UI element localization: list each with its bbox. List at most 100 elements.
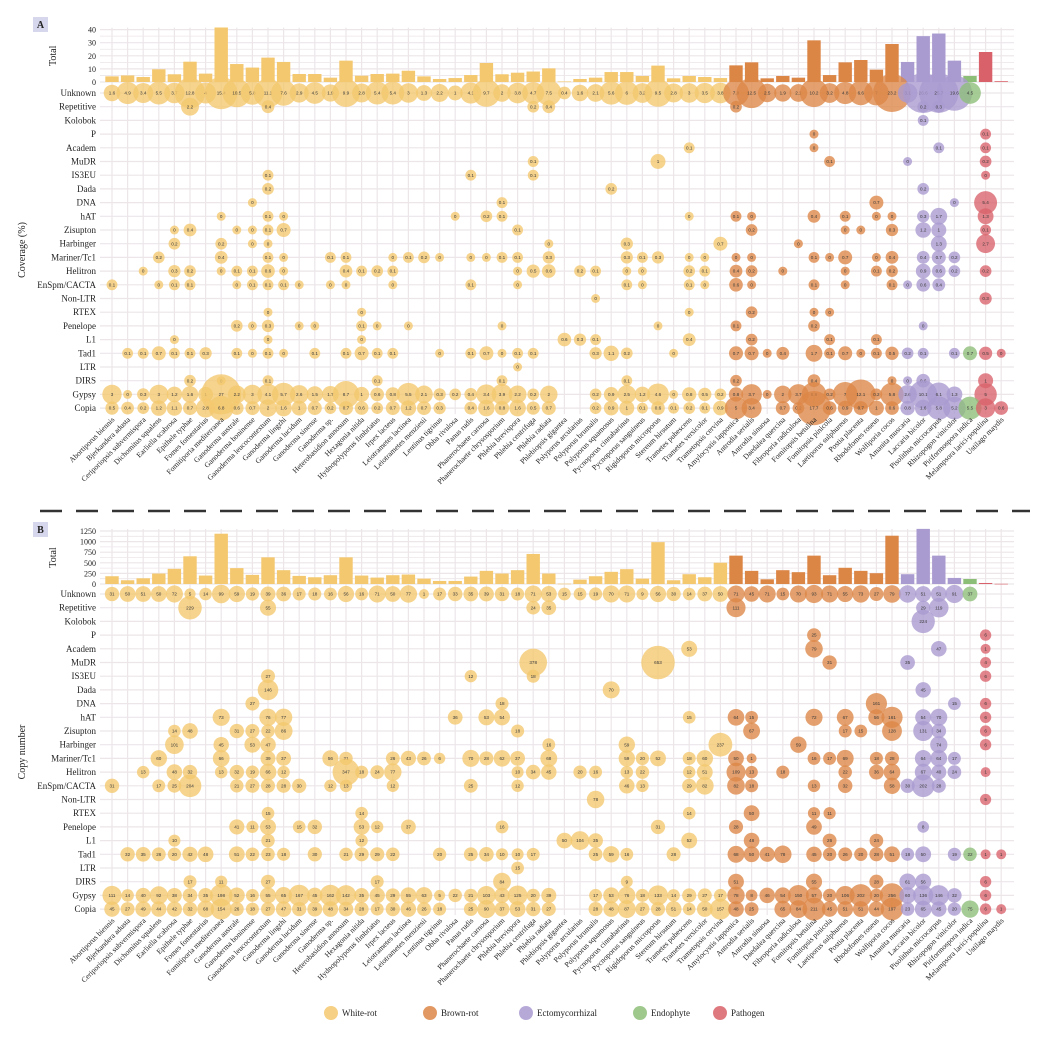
- bubble: [603, 387, 619, 402]
- bubble-value-label: 0.7: [156, 351, 163, 356]
- bubble-value-label: 0.1: [530, 351, 537, 356]
- total-bar: [292, 575, 306, 584]
- bubble-value-label: 0.3: [171, 269, 178, 274]
- bubble-value-label: 0.2: [686, 406, 693, 411]
- bubble-value-label: 0: [766, 392, 769, 397]
- bubble: [840, 280, 850, 290]
- bubble-value-label: 5: [984, 392, 987, 397]
- bubble: [804, 584, 824, 604]
- bubble: [948, 265, 961, 277]
- panel-b: B025050075010001250UnknownRepetitiveKolo…: [17, 522, 1014, 987]
- bubble: [979, 292, 992, 305]
- total-bar: [276, 570, 291, 584]
- bubble-value-label: 27: [546, 907, 552, 912]
- bubble: [948, 347, 960, 359]
- bubble: [837, 400, 853, 416]
- bubble-value-label: 0.6: [920, 282, 927, 287]
- bubble-value-label: 198: [217, 893, 225, 898]
- bubble-value-label: 51: [733, 879, 739, 884]
- bubble-value-label: 1.2: [156, 406, 163, 411]
- bubble: [247, 321, 257, 331]
- bubble-value-label: 5: [189, 592, 192, 597]
- bubble-value-label: 5.8: [889, 392, 896, 397]
- bubble-value-label: 17: [156, 783, 162, 788]
- row-label: Harbinger: [60, 740, 96, 750]
- bubble-value-label: 0.9: [717, 406, 724, 411]
- bubble: [917, 210, 930, 223]
- bubble: [743, 805, 760, 822]
- bubble: [354, 386, 370, 402]
- bubble: [644, 79, 672, 107]
- bubble: [511, 766, 524, 779]
- bubble: [664, 83, 684, 103]
- bubble: [174, 77, 206, 109]
- bubble-value-label: 0: [158, 282, 161, 287]
- bubble: [116, 81, 139, 105]
- total-bar: [994, 583, 1008, 585]
- bubble: [211, 584, 231, 604]
- bubble: [322, 901, 339, 917]
- bubble-value-label: 71: [375, 592, 381, 597]
- bubble-value-label: 14: [125, 893, 131, 898]
- bubble-value-label: 44: [156, 907, 162, 912]
- bubble: [102, 384, 122, 405]
- bubble-value-label: 48: [609, 907, 615, 912]
- bubble: [901, 847, 915, 861]
- total-bar: [183, 61, 197, 82]
- total-bar: [838, 567, 852, 584]
- bubble-value-label: 1.3: [936, 241, 943, 246]
- total-bar: [791, 77, 806, 82]
- bubble-value-label: 0.5: [109, 406, 116, 411]
- bubble-value-label: 16: [499, 825, 505, 830]
- bubble: [898, 585, 917, 603]
- bubble: [849, 884, 873, 907]
- bubble: [868, 400, 884, 416]
- total-bar: [339, 60, 353, 82]
- bubble: [230, 320, 243, 332]
- bubble: [853, 401, 868, 416]
- row-label: DIRS: [75, 877, 96, 887]
- bubble-value-label: 0: [392, 255, 395, 260]
- bubble-value-label: 2.5: [624, 392, 631, 397]
- row-label: Mariner/Tc1: [51, 753, 96, 763]
- total-bar: [198, 73, 213, 82]
- bubble: [230, 779, 244, 793]
- bubble: [229, 902, 244, 917]
- bar-y-tick-label: 20: [88, 52, 96, 61]
- bubble: [996, 348, 1006, 358]
- bubble-value-label: 54: [780, 893, 786, 898]
- total-bar: [261, 557, 275, 584]
- bubble-value-label: 0.1: [811, 255, 818, 260]
- bubble-value-label: 0.2: [218, 241, 225, 246]
- bubble-value-label: 65: [921, 907, 927, 912]
- bubble: [527, 169, 539, 181]
- bubble-value-label: 224: [919, 619, 927, 624]
- total-bar: [807, 555, 821, 584]
- bubble: [464, 888, 478, 903]
- bubble: [776, 346, 790, 360]
- bubble: [369, 887, 385, 904]
- bubble-value-label: 0.1: [187, 351, 194, 356]
- bubble-value-label: 146: [264, 688, 272, 693]
- bubble-value-label: 15: [687, 715, 693, 720]
- row-label: Zisupton: [64, 726, 97, 736]
- bubble-value-label: 63: [421, 893, 427, 898]
- bubble-value-label: 28: [889, 756, 895, 761]
- bubble-value-label: 0.7: [358, 351, 365, 356]
- bubble: [650, 750, 666, 767]
- bubble: [683, 402, 696, 414]
- bubble-value-label: 86: [281, 729, 287, 734]
- bubble-value-label: 25: [172, 783, 178, 788]
- bubble: [462, 749, 480, 767]
- bubble: [899, 887, 916, 904]
- bubble: [636, 251, 648, 263]
- bubble-value-label: 0: [470, 255, 473, 260]
- bubble: [774, 84, 792, 102]
- bubble: [371, 347, 383, 359]
- bubble: [884, 846, 900, 863]
- bubble: [557, 332, 572, 347]
- bubble-value-label: 0.3: [982, 296, 989, 301]
- bubble: [480, 210, 493, 223]
- bubble: [231, 347, 243, 359]
- bubble-value-label: 0.1: [265, 351, 272, 356]
